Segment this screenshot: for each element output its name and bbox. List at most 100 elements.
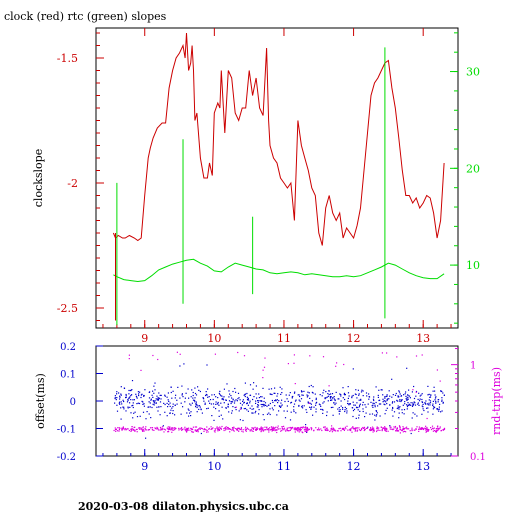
scatter-point-rnd-trip — [131, 426, 133, 428]
scatter-point-rnd-trip — [293, 428, 295, 430]
scatter-point-rnd-trip — [347, 429, 349, 431]
scatter-point-offset — [406, 367, 408, 369]
scatter-point-rnd-trip — [401, 429, 404, 431]
scatter-point-rnd-trip — [224, 427, 226, 429]
scatter-point-rnd-trip — [396, 428, 398, 430]
scatter-point-offset — [289, 392, 291, 394]
scatter-point-offset — [311, 406, 313, 408]
scatter-point-offset — [240, 406, 242, 409]
scatter-point-rnd-trip — [276, 431, 278, 434]
scatter-point-rnd-trip — [380, 426, 382, 428]
scatter-point-offset — [159, 401, 162, 403]
scatter-point-rnd-trip — [341, 427, 344, 430]
scatter-point-offset — [277, 402, 279, 404]
scatter-point-rnd-trip — [128, 354, 130, 356]
scatter-point-rnd-trip — [354, 430, 356, 432]
scatter-point-offset — [125, 397, 127, 399]
scatter-point-offset — [221, 395, 223, 397]
scatter-point-offset — [181, 394, 183, 396]
scatter-point-offset — [258, 397, 260, 399]
scatter-point-rnd-trip — [140, 369, 142, 371]
scatter-point-offset — [442, 402, 444, 404]
scatter-point-offset — [256, 397, 258, 399]
scatter-point-rnd-trip — [311, 427, 313, 429]
scatter-point-offset — [187, 388, 189, 390]
scatter-point-rnd-trip — [231, 429, 233, 431]
scatter-point-rnd-trip — [186, 427, 188, 429]
scatter-point-rnd-trip — [443, 428, 446, 430]
scatter-point-offset — [307, 391, 309, 393]
scatter-point-rnd-trip — [173, 429, 175, 431]
scatter-point-offset — [408, 403, 410, 405]
scatter-point-offset — [198, 405, 201, 407]
top-y-tick-label: -2.5 — [57, 302, 78, 315]
scatter-point-offset — [172, 403, 174, 405]
scatter-point-rnd-trip — [324, 426, 326, 428]
top-x-tick-label: 10 — [207, 332, 221, 345]
scatter-point-offset — [342, 407, 344, 409]
scatter-point-rnd-trip — [418, 428, 420, 430]
scatter-point-rnd-trip — [223, 429, 225, 432]
scatter-point-rnd-trip — [144, 427, 146, 430]
scatter-point-offset — [190, 415, 192, 417]
scatter-point-offset — [294, 391, 296, 393]
scatter-point-offset — [360, 398, 362, 400]
scatter-point-offset — [218, 392, 220, 394]
scatter-point-offset — [355, 417, 357, 419]
scatter-point-offset — [127, 406, 129, 408]
scatter-point-offset — [384, 413, 386, 415]
scatter-point-offset — [217, 403, 219, 405]
scatter-point-offset — [191, 389, 193, 391]
scatter-point-offset — [359, 404, 361, 406]
scatter-point-rnd-trip — [174, 428, 176, 431]
scatter-point-rnd-trip — [141, 430, 144, 432]
scatter-point-offset — [266, 413, 269, 415]
scatter-point-offset — [408, 389, 410, 391]
series-line-rtc — [113, 258, 445, 283]
scatter-point-offset — [131, 405, 133, 407]
scatter-point-rnd-trip — [421, 427, 423, 429]
scatter-point-rnd-trip — [294, 383, 296, 385]
scatter-point-rnd-trip — [147, 429, 149, 431]
footer-text: 2020-03-08 dilaton.physics.ubc.ca — [78, 500, 289, 512]
scatter-point-offset — [278, 410, 280, 412]
scatter-point-rnd-trip — [152, 354, 154, 357]
scatter-point-offset — [342, 397, 344, 399]
scatter-point-offset — [145, 437, 147, 439]
scatter-point-offset — [400, 400, 402, 403]
scatter-point-offset — [285, 394, 287, 396]
scatter-point-rnd-trip — [245, 426, 247, 428]
scatter-point-rnd-trip — [233, 427, 235, 429]
scatter-point-rnd-trip — [220, 428, 222, 430]
scatter-point-rnd-trip — [355, 429, 357, 431]
scatter-point-offset — [198, 389, 200, 391]
scatter-point-offset — [263, 397, 265, 399]
scatter-point-rnd-trip — [402, 431, 404, 433]
top-y-tick-label: -1.5 — [57, 52, 78, 65]
scatter-point-rnd-trip — [403, 427, 406, 430]
scatter-point-offset — [389, 395, 391, 397]
scatter-point-offset — [377, 394, 379, 396]
scatter-point-offset — [152, 403, 154, 405]
scatter-point-rnd-trip — [119, 427, 121, 429]
scatter-point-rnd-trip — [267, 429, 269, 431]
scatter-point-offset — [396, 400, 398, 402]
scatter-point-offset — [331, 397, 334, 399]
scatter-point-offset — [154, 389, 156, 391]
scatter-point-offset — [274, 392, 276, 394]
scatter-point-offset — [399, 399, 401, 401]
scatter-point-rnd-trip — [206, 431, 208, 433]
scatter-point-rnd-trip — [258, 428, 260, 430]
scatter-point-rnd-trip — [342, 428, 344, 430]
scatter-point-rnd-trip — [174, 427, 176, 429]
scatter-point-offset — [166, 415, 168, 417]
scatter-point-rnd-trip — [202, 428, 204, 430]
scatter-point-offset — [318, 403, 320, 405]
scatter-point-rnd-trip — [437, 425, 439, 427]
scatter-point-offset — [280, 405, 282, 407]
scatter-point-offset — [348, 395, 350, 397]
scatter-point-rnd-trip — [263, 429, 265, 431]
scatter-point-offset — [372, 402, 374, 404]
scatter-point-offset — [174, 404, 176, 406]
scatter-point-offset — [116, 393, 118, 395]
